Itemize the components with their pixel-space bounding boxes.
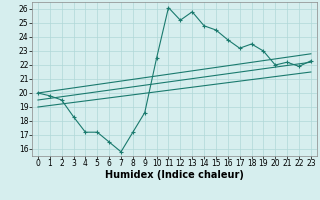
X-axis label: Humidex (Indice chaleur): Humidex (Indice chaleur) <box>105 170 244 180</box>
